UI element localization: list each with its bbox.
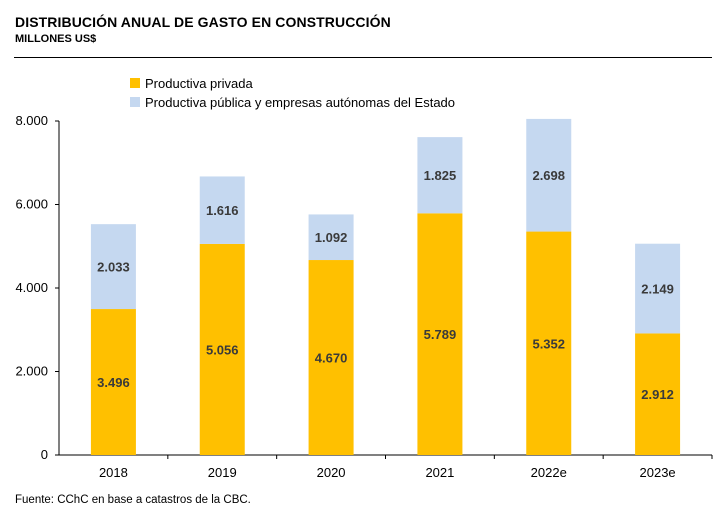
y-tick-label-4: 8.000 — [15, 113, 48, 128]
header-divider — [14, 57, 712, 58]
data-label-1-5: 2.149 — [641, 282, 674, 297]
bar-1-4 — [526, 118, 572, 232]
bar-1-1 — [199, 176, 245, 244]
x-tick-label-5: 2023e — [640, 465, 676, 480]
chart-subtitle: MILLONES US$ — [15, 33, 97, 45]
x-tick-label-3: 2021 — [425, 465, 454, 480]
x-tick-label-2: 2020 — [317, 465, 346, 480]
bar-0-4 — [526, 231, 572, 455]
x-tick-label-4: 2022e — [531, 465, 567, 480]
data-label-0-2: 4.670 — [315, 351, 348, 366]
y-tick-label-1: 2.000 — [15, 364, 48, 379]
chart-title: DISTRIBUCIÓN ANUAL DE GASTO EN CONSTRUCC… — [15, 14, 391, 30]
bar-1-0 — [90, 224, 136, 310]
legend-swatch-1 — [130, 97, 140, 107]
data-label-1-2: 1.092 — [315, 230, 348, 245]
bar-1-5 — [635, 243, 681, 334]
y-tick-label-3: 6.000 — [15, 197, 48, 212]
bar-1-2 — [308, 214, 354, 261]
bar-0-1 — [199, 243, 245, 455]
source-note: Fuente: CChC en base a catastros de la C… — [15, 494, 251, 506]
x-tick-label-1: 2019 — [208, 465, 237, 480]
bar-1-3 — [417, 137, 463, 214]
data-label-0-5: 2.912 — [641, 387, 674, 402]
bar-0-3 — [417, 213, 463, 455]
data-label-1-1: 1.616 — [206, 203, 239, 218]
legend-label-0: Productiva privada — [145, 76, 253, 91]
legend-swatch-0 — [130, 78, 140, 88]
data-label-1-4: 2.698 — [532, 168, 565, 183]
data-label-0-4: 5.352 — [532, 336, 565, 351]
data-label-0-3: 5.789 — [424, 327, 457, 342]
data-label-1-0: 2.033 — [97, 260, 130, 275]
bar-0-2 — [308, 260, 354, 455]
x-tick-label-0: 2018 — [99, 465, 128, 480]
bar-0-0 — [90, 309, 136, 455]
data-label-0-1: 5.056 — [206, 342, 239, 357]
data-label-0-0: 3.496 — [97, 375, 130, 390]
y-tick-label-2: 4.000 — [15, 280, 48, 295]
bar-0-5 — [635, 333, 681, 455]
y-tick-label-0: 0 — [41, 447, 48, 462]
data-label-1-3: 1.825 — [424, 168, 457, 183]
legend-label-1: Productiva pública y empresas autónomas … — [145, 95, 455, 110]
